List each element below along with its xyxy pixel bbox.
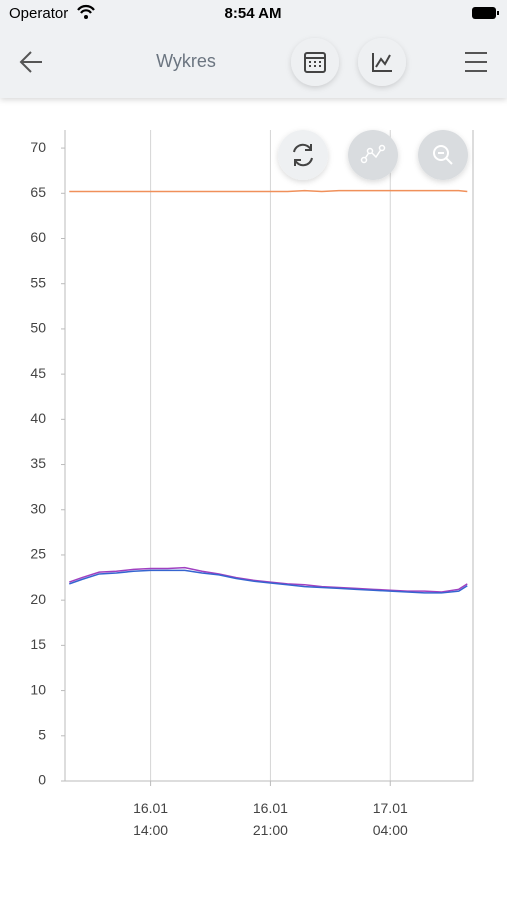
y-tick-label: 40 (30, 410, 46, 426)
points-dot (378, 144, 386, 152)
series-line (69, 566, 468, 593)
y-tick-label: 15 (30, 636, 46, 652)
refresh-button[interactable] (278, 130, 328, 180)
series-line (69, 569, 468, 594)
axis (64, 130, 474, 782)
points-dot (360, 156, 368, 164)
calendar-icon (304, 52, 326, 73)
points-dot (366, 147, 374, 155)
y-tick-label: 55 (30, 274, 46, 290)
x-tick-label: 16.01 21:00 (253, 800, 288, 838)
carrier: Operator (9, 5, 68, 22)
zoom-handle (438, 152, 453, 165)
y-tick-label: 20 (30, 591, 46, 607)
y-tick-label: 0 (38, 772, 46, 788)
y-tick-label: 35 (30, 455, 46, 471)
chart-button[interactable] (358, 38, 406, 86)
back-button[interactable] (19, 51, 42, 73)
chart-icon (372, 53, 392, 72)
wifi-dot (84, 15, 88, 19)
y-tick-label: 70 (30, 139, 46, 155)
plot: 0 5 10 15 20 25 30 35 40 45 50 55 60 65 70 16.01 14:00 16… (30, 130, 474, 838)
zoom-button[interactable] (418, 130, 468, 180)
y-tick-label: 10 (30, 681, 46, 697)
refresh-icon (293, 143, 313, 167)
y-tick-label: 25 (30, 546, 46, 562)
header-title: Wykres (156, 51, 216, 71)
calendar-grid (305, 57, 325, 67)
zoom-icon (433, 145, 449, 161)
clock: 8:54 AM (225, 5, 282, 22)
points-icon (363, 147, 383, 161)
x-tick-label: 16.01 14:00 (133, 800, 168, 838)
y-tick-label: 50 (30, 320, 46, 336)
y-tick-label: 30 (30, 500, 46, 516)
wifi-icon (77, 4, 95, 14)
y-tick-label: 60 (30, 229, 46, 245)
menu-button[interactable] (465, 52, 487, 72)
series-line (69, 189, 468, 193)
x-tick-label: 17.01 04:00 (373, 800, 408, 838)
y-tick-label: 45 (30, 365, 46, 381)
battery-tip (497, 11, 499, 15)
y-tick-label: 65 (30, 184, 46, 200)
battery (472, 7, 496, 19)
y-tick-label: 5 (38, 726, 46, 742)
